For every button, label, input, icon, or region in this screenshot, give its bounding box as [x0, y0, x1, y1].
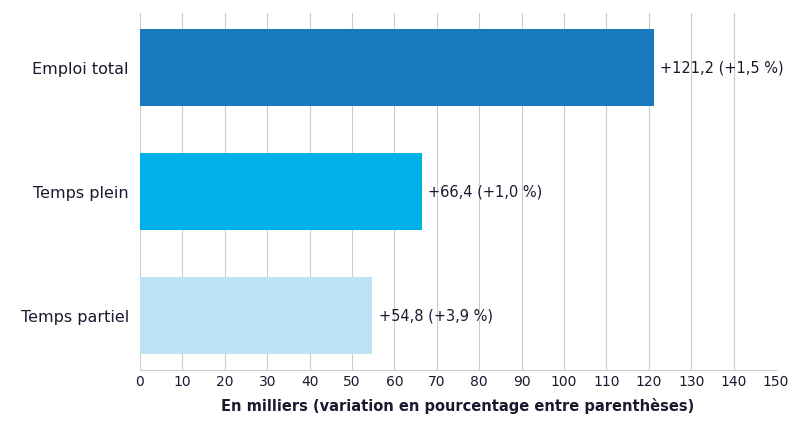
X-axis label: En milliers (variation en pourcentage entre parenthèses): En milliers (variation en pourcentage en…: [222, 398, 694, 414]
Text: +66,4 (+1,0 %): +66,4 (+1,0 %): [428, 184, 542, 199]
Bar: [140, 277, 372, 354]
Text: +54,8 (+3,9 %): +54,8 (+3,9 %): [378, 308, 493, 323]
Text: +121,2 (+1,5 %): +121,2 (+1,5 %): [660, 60, 784, 75]
Bar: [140, 30, 654, 106]
Bar: [140, 153, 422, 230]
